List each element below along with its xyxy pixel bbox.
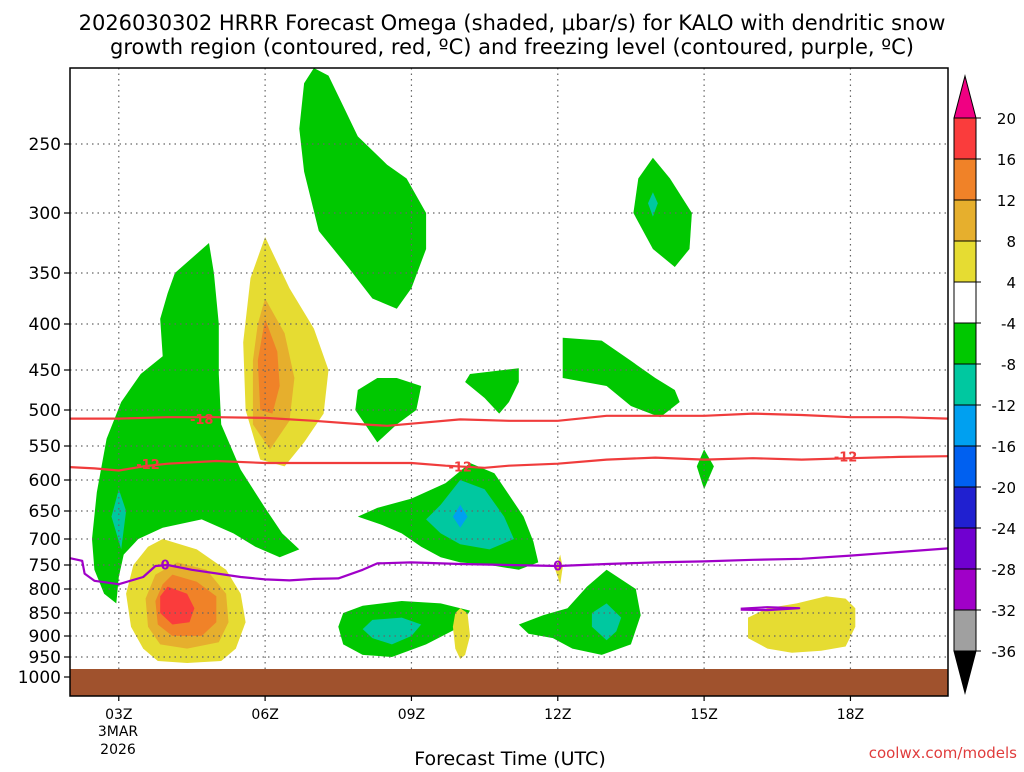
omega-region-upper-green-tower (299, 68, 427, 309)
contour-minus12-isotherm (69, 455, 949, 472)
colorbar-label-16: 16 (997, 151, 1016, 169)
x-date-label-day: 3MAR (98, 724, 139, 740)
omega-region-mid-green-blob-b (465, 368, 519, 414)
y-tick-label-1000: 1000 (18, 668, 61, 688)
chart-title-line-2: growth region (contoured, red, ºC) and f… (110, 35, 914, 59)
x-tick-label-06Z: 06Z (251, 707, 278, 723)
x-axis-title: Forecast Time (UTC) (414, 748, 605, 768)
colorbar-bin-8-to-12 (953, 199, 977, 242)
colorbar-bin--4-to-4 (953, 281, 977, 324)
y-tick-label-750: 750 (29, 556, 61, 576)
colorbar-label-20: 20 (997, 110, 1016, 128)
contour-label-zero-freezing-level-label-2: 0 (553, 559, 562, 574)
colorbar-label--12: -12 (992, 397, 1017, 415)
omega-region-bottom-green-right (518, 569, 641, 655)
omega-region-left-green-column (92, 243, 300, 604)
omega-region-tiny-green-sliver (696, 449, 714, 490)
y-tick-label-350: 350 (29, 264, 61, 284)
colorbar-label--36: -36 (992, 643, 1017, 661)
colorbar-label--4: -4 (1001, 315, 1016, 333)
omega-region-lower-left-red (160, 586, 195, 625)
y-tick-label-500: 500 (29, 401, 61, 421)
y-tick-label-600: 600 (29, 471, 61, 491)
colorbar-label-4: 4 (1006, 274, 1016, 292)
x-tick-label-18Z: 18Z (837, 707, 864, 723)
x-tick-label-03Z: 03Z (105, 707, 132, 723)
y-tick-label-250: 250 (29, 135, 61, 155)
colorbar: 20 16 12 8 4 -4 -8 -12 -16 -20 -24 -28 -32 -36 (953, 74, 1017, 695)
contour-label-minus12-isotherm-label-right: -12 (834, 450, 858, 465)
omega-fill-regions (92, 68, 856, 663)
colorbar-bin--12-to--8 (953, 363, 977, 406)
colorbar-label-8: 8 (1006, 233, 1016, 251)
colorbar-bin-16-to-20 (953, 117, 977, 160)
y-tick-label-300: 300 (29, 204, 61, 224)
omega-region-mid-green-blob-a (355, 378, 422, 443)
omega-region-center-blue (452, 504, 468, 528)
colorbar-label--8: -8 (1001, 356, 1016, 374)
y-tick-label-450: 450 (29, 361, 61, 381)
omega-region-yellow-small-a (452, 608, 470, 659)
grid-lines (70, 68, 948, 669)
x-tick-label-09Z: 09Z (398, 707, 425, 723)
colorbar-bin--32-to--28 (953, 568, 977, 611)
colorbar-bin--20-to--16 (953, 445, 977, 488)
colorbar-label--32: -32 (992, 602, 1017, 620)
contour-lines: -18-12 -12-120 0 (69, 412, 949, 612)
ground-layer (70, 669, 948, 696)
y-tick-label-800: 800 (29, 580, 61, 600)
colorbar-label--16: -16 (992, 438, 1017, 456)
colorbar-bin--8-to--4 (953, 322, 977, 365)
plot-border (69, 67, 949, 697)
contour-label-zero-freezing-level: 0 (161, 559, 170, 574)
omega-region-yellow-right (748, 596, 856, 653)
x-axis: 03Z 06Z 09Z 12Z 15Z 18Z (105, 696, 864, 723)
x-date-label-year: 2026 (100, 742, 136, 758)
contour-zero-closed-loop (740, 606, 801, 612)
omega-region-orange-plume (257, 318, 280, 414)
y-tick-label-900: 900 (29, 627, 61, 647)
contour-label-minus12-isotherm: -12 (448, 461, 472, 476)
credit-text: coolwx.com/models (869, 744, 1017, 762)
colorbar-bin--16-to--12 (953, 404, 977, 447)
y-tick-label-700: 700 (29, 530, 61, 550)
y-tick-label-850: 850 (29, 604, 61, 624)
omega-region-upper-right-teal (648, 192, 658, 217)
contour-minus18-isotherm (70, 412, 949, 427)
colorbar-label--24: -24 (992, 520, 1017, 538)
colorbar-bin--36-to--32 (953, 609, 977, 652)
colorbar-bin-12-to-16 (953, 158, 977, 201)
colorbar-label--20: -20 (992, 479, 1017, 497)
contour-label-minus18-isotherm: -18 (190, 413, 214, 428)
omega-region-upper-right-green (633, 157, 692, 267)
y-tick-label-400: 400 (29, 315, 61, 335)
y-axis: 250 300 350 400 450 500 550 600 650 700 750 800 850 9… (18, 135, 70, 688)
omega-region-bottom-teal-left (362, 617, 422, 645)
omega-region-yellow-tiny-b (555, 554, 563, 585)
x-tick-label-12Z: 12Z (544, 707, 571, 723)
omega-region-center-teal (426, 480, 514, 550)
y-tick-label-550: 550 (29, 437, 61, 457)
colorbar-bin--24-to--20 (953, 486, 977, 529)
y-tick-label-950: 950 (29, 648, 61, 668)
colorbar-bin-4-to-8 (953, 240, 977, 283)
x-tick-label-15Z: 15Z (690, 707, 717, 723)
omega-region-right-mid-green (562, 337, 680, 418)
y-tick-label-650: 650 (29, 502, 61, 522)
chart-title-line-1: 2026030302 HRRR Forecast Omega (shaded, … (79, 11, 946, 35)
plot-frame (69, 67, 949, 697)
contour-zero-freezing-level (69, 547, 949, 586)
ground-terrain (70, 669, 948, 696)
colorbar-bin--28-to--24 (953, 527, 977, 570)
colorbar-bottom-arrow (953, 650, 977, 695)
colorbar-label-12: 12 (997, 192, 1016, 210)
colorbar-top-arrow (953, 74, 977, 119)
colorbar-label--28: -28 (992, 561, 1017, 579)
